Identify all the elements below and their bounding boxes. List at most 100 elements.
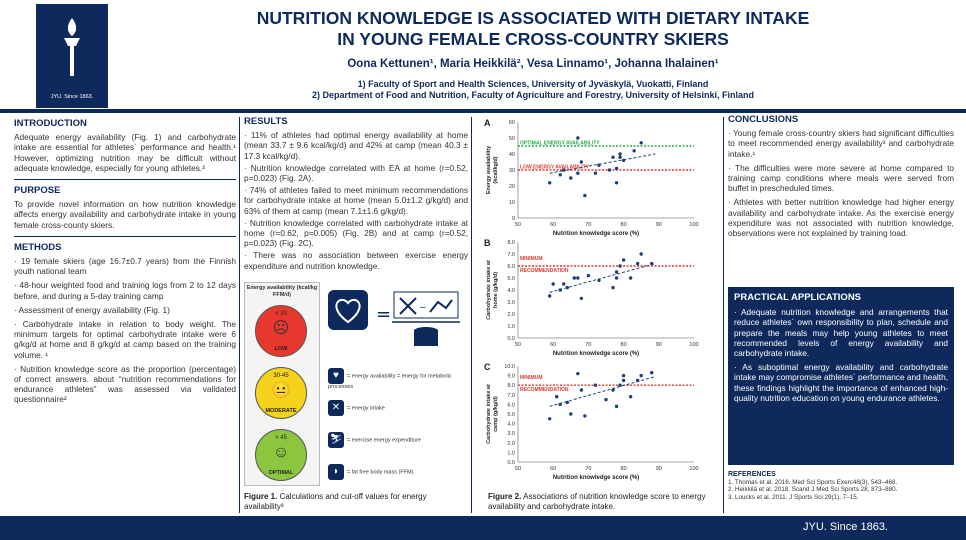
conclusions-item: · Athletes with better nutrition knowled…	[728, 197, 954, 239]
muscle-icon	[414, 327, 438, 346]
intro-title: INTRODUCTION	[14, 118, 87, 129]
ea-levels-box: Energy availability (kcal/kg FFM/d) < 30…	[244, 282, 320, 486]
figure-1: Energy availability (kcal/kg FFM/d) < 30…	[244, 282, 464, 488]
data-point	[576, 276, 580, 280]
reference-line-label: MINIMUM	[520, 256, 543, 262]
legend-row: ✕ = energy intake	[328, 400, 385, 416]
svg-text:–: –	[420, 302, 426, 313]
divider	[14, 235, 236, 237]
data-point	[569, 412, 573, 416]
purpose-text: To provide novel information on how nutr…	[14, 199, 236, 230]
legend-text: = energy intake	[347, 405, 385, 412]
data-point	[576, 136, 580, 140]
reference-line-label: OPTIMAL ENERGY AVAILABILITY	[520, 141, 600, 147]
results-column: RESULTS · 11% of athletes had optimal en…	[244, 116, 468, 273]
low-ea-circle: < 30 ☹ LOW	[255, 305, 307, 357]
methods-item: · 19 female skiers (age 16.7±0.7 years) …	[14, 256, 236, 277]
y-tick-label: 7.0	[507, 252, 515, 258]
data-point	[611, 285, 615, 290]
purpose-title: PURPOSE	[14, 185, 61, 197]
reference-item: 1. Thomas et al. 2016. Med Sci Sports Ex…	[728, 478, 898, 486]
y-axis-label: home (g/kg/d)	[493, 272, 499, 308]
data-point	[621, 373, 626, 378]
x-axis-label: Nutrition knowledge score (%)	[553, 231, 639, 237]
legend-text: = exercise energy expenditure	[347, 437, 421, 444]
x-tick-label: 70	[585, 466, 591, 472]
sad-face-icon: ☹	[272, 320, 290, 337]
conclusions-item: · The difficulties were more severe at h…	[728, 162, 954, 194]
data-point	[628, 395, 633, 399]
y-tick-label: 0	[512, 216, 515, 222]
data-point	[583, 193, 587, 198]
data-point	[621, 258, 626, 262]
results-item: · 11% of athletes had optimal energy ava…	[244, 130, 468, 161]
results-title: RESULTS	[244, 116, 288, 127]
conclusions-title: CONCLUSIONS	[728, 114, 799, 125]
data-point	[632, 149, 636, 153]
level-range: > 45	[275, 435, 287, 441]
caption-text: Calculations and cut-off values for ener…	[244, 492, 427, 511]
data-point	[569, 176, 573, 180]
y-tick-label: 0.0	[507, 460, 515, 466]
x-tick-label: 90	[656, 342, 662, 348]
x-axis-label: Nutrition knowledge score (%)	[553, 351, 639, 357]
moderate-ea-circle: 30-45 😐 MODERATE	[255, 367, 307, 419]
figure-2-charts: A 0 10 20 30 40 50 60 50 60 70 80 90 100 Nutrition kno…	[484, 118, 699, 481]
x-tick-label: 50	[515, 342, 521, 348]
legend-row: ⛷ = exercise energy expenditure	[328, 432, 421, 448]
caption-text: Associations of nutrition knowledge scor…	[488, 492, 706, 511]
practical-applications-box: PRACTICAL APPLICATIONS · Adequate nutrit…	[728, 287, 954, 465]
conclusions-item: · Young female cross-country skiers had …	[728, 128, 954, 159]
data-point	[558, 402, 562, 407]
y-tick-label: 6.0	[507, 402, 515, 408]
happy-face-icon: ☺	[272, 444, 290, 461]
x-tick-label: 60	[550, 222, 556, 228]
skier-icon	[429, 299, 453, 313]
x-tick-label: 70	[585, 342, 591, 348]
x-tick-label: 80	[621, 466, 627, 472]
heart-icon	[335, 298, 361, 324]
y-tick-label: 4.0	[507, 422, 515, 428]
caption-label: Figure 1.	[244, 492, 278, 501]
results-item: · Nutrition knowledge correlated with ca…	[244, 217, 468, 249]
data-point	[614, 276, 619, 280]
trend-line	[549, 263, 656, 293]
data-point	[558, 288, 562, 292]
torch-icon	[64, 18, 80, 76]
x-tick-label: 100	[689, 222, 698, 228]
data-point	[547, 181, 552, 185]
data-point	[558, 173, 562, 177]
methods-title: METHODS	[14, 241, 62, 253]
data-point	[593, 383, 598, 387]
x-tick-label: 50	[515, 466, 521, 472]
x-tick-label: 90	[656, 222, 662, 228]
data-point	[579, 388, 584, 392]
data-point	[579, 160, 584, 164]
svg-text:=: =	[376, 304, 391, 325]
cutlery-icon	[399, 297, 417, 315]
data-point	[614, 270, 619, 274]
trend-line	[549, 153, 656, 174]
affiliation-1: 1) Faculty of Sport and Health Sciences,…	[357, 79, 709, 89]
data-point	[593, 171, 598, 175]
authors: Oona Kettunen¹, Maria Heikkilä², Vesa Li…	[347, 58, 719, 70]
y-tick-label: 3.0	[507, 300, 515, 306]
data-point	[607, 168, 612, 172]
y-tick-label: 2.0	[507, 441, 515, 447]
muscle-icon: ◗	[328, 464, 344, 480]
results-item: · There was no association between exerc…	[244, 250, 468, 271]
data-point	[576, 171, 580, 175]
results-item: · Nutrition knowledge correlated with EA…	[244, 162, 468, 184]
data-point	[614, 404, 619, 409]
y-tick-label: 1.0	[507, 324, 515, 330]
data-point	[611, 155, 615, 159]
poster-title: NUTRITION KNOWLEDGE IS ASSOCIATED WITH D…	[120, 8, 946, 50]
data-point	[639, 252, 643, 256]
x-tick-label: 100	[689, 466, 698, 472]
data-point	[650, 371, 654, 375]
level-range: < 30	[275, 311, 287, 317]
data-point	[604, 397, 608, 402]
data-point	[586, 273, 591, 278]
divider	[14, 179, 236, 181]
y-tick-label: 2.0	[507, 312, 515, 318]
